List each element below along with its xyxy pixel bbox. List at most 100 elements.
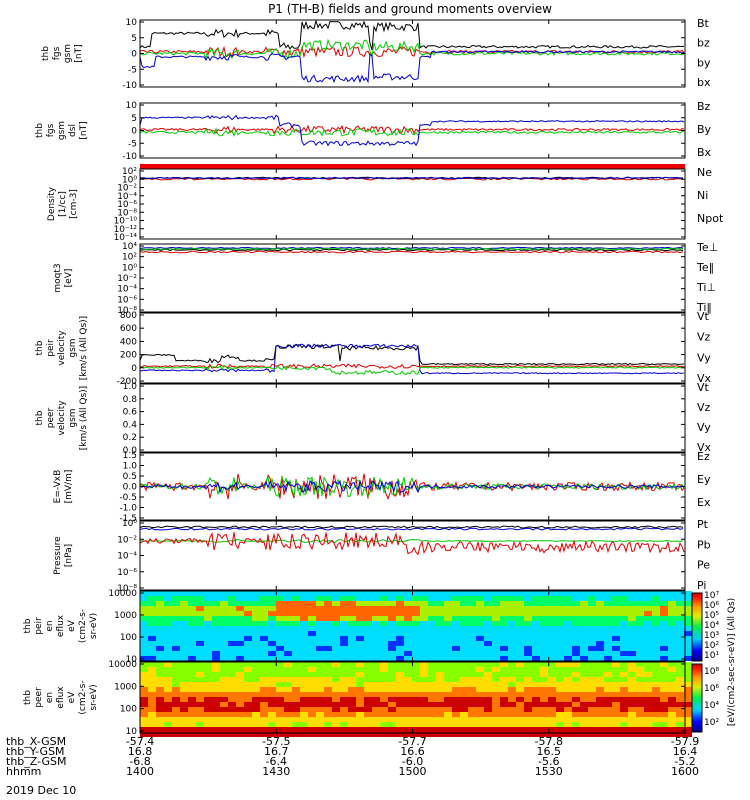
spectrogram-cell bbox=[140, 707, 148, 712]
spectrogram-cell bbox=[332, 682, 340, 687]
spectrogram-cell bbox=[596, 601, 604, 606]
spectrogram-cell bbox=[404, 672, 412, 677]
spectrogram-cell bbox=[668, 591, 676, 596]
spectrogram-cell bbox=[444, 591, 452, 596]
spectrogram-cell bbox=[572, 677, 580, 682]
spectrogram-cell bbox=[252, 616, 260, 621]
spectrogram-cell bbox=[604, 601, 612, 606]
spectrogram-cell bbox=[268, 616, 276, 621]
spectrogram-cell bbox=[484, 596, 492, 601]
spectrogram-cell bbox=[316, 712, 324, 717]
spectrogram-cell bbox=[612, 727, 620, 732]
spectrogram-cell bbox=[308, 606, 316, 611]
spectrogram-cell bbox=[364, 626, 372, 631]
spectrogram-cell bbox=[148, 591, 156, 596]
spectrogram-cell bbox=[468, 692, 476, 697]
spectrogram-cell bbox=[564, 656, 572, 661]
spectrogram-cell bbox=[260, 621, 268, 626]
spectrogram-cell bbox=[236, 611, 244, 616]
spectrogram-cell bbox=[476, 697, 484, 702]
spectrogram-cell bbox=[636, 601, 644, 606]
spectrogram-cell bbox=[628, 636, 636, 641]
spectrogram-cell bbox=[516, 601, 524, 606]
spectrogram-cell bbox=[284, 702, 292, 707]
spectrogram-cell bbox=[572, 667, 580, 672]
ytick-label: 10⁻¹⁰ bbox=[114, 217, 138, 227]
spectrogram-cell bbox=[684, 702, 692, 707]
spectrogram-cell bbox=[268, 641, 276, 646]
spectrogram-cell bbox=[452, 601, 460, 606]
spectrogram-cell bbox=[228, 712, 236, 717]
spectrogram-cell bbox=[172, 732, 180, 737]
spectrogram-cell bbox=[524, 727, 532, 732]
spectrogram-cell bbox=[212, 596, 220, 601]
spectrogram-cell bbox=[220, 687, 228, 692]
spectrogram-cell bbox=[148, 636, 156, 641]
spectrogram-cell bbox=[524, 636, 532, 641]
spectrogram-cell bbox=[388, 591, 396, 596]
spectrogram-cell bbox=[172, 616, 180, 621]
spectrogram-cell bbox=[476, 707, 484, 712]
spectrogram-cell bbox=[532, 687, 540, 692]
spectrogram-cell bbox=[588, 591, 596, 596]
series-vx bbox=[139, 343, 685, 375]
spectrogram-cell bbox=[300, 636, 308, 641]
spectrogram-cell bbox=[412, 651, 420, 656]
spectrogram-cell bbox=[380, 672, 388, 677]
spectrogram-cell bbox=[660, 662, 668, 667]
spectrogram-cell bbox=[332, 687, 340, 692]
spectrogram-cell bbox=[188, 611, 196, 616]
series-bz bbox=[139, 124, 685, 135]
spectrogram-cell bbox=[388, 712, 396, 717]
spectrogram-cell bbox=[476, 631, 484, 636]
spectrogram-cell bbox=[548, 667, 556, 672]
spectrogram-cell bbox=[516, 656, 524, 661]
spectrogram-cell bbox=[556, 606, 564, 611]
spectrogram-cell bbox=[268, 727, 276, 732]
spectrogram-cell bbox=[172, 722, 180, 727]
spectrogram-cell bbox=[380, 707, 388, 712]
spectrogram-cell bbox=[660, 707, 668, 712]
spectrogram-cell bbox=[172, 626, 180, 631]
spectrogram-cell bbox=[524, 702, 532, 707]
ytick-label: 0.4 bbox=[123, 420, 138, 430]
spectrogram-cell bbox=[676, 677, 684, 682]
spectrogram-cell bbox=[212, 606, 220, 611]
spectrogram-cell bbox=[612, 702, 620, 707]
ylabel: [mV/m] bbox=[64, 470, 74, 504]
spectrogram-cell bbox=[172, 641, 180, 646]
spectrogram-cell bbox=[596, 626, 604, 631]
spectrogram-cell bbox=[228, 591, 236, 596]
spectrogram-cell bbox=[620, 591, 628, 596]
spectrogram-cell bbox=[644, 702, 652, 707]
spectrogram-cell bbox=[228, 677, 236, 682]
spectrogram-cell bbox=[252, 646, 260, 651]
spectrogram-cell bbox=[492, 682, 500, 687]
spectrogram-cell bbox=[236, 667, 244, 672]
spectrogram-cell bbox=[268, 601, 276, 606]
spectrogram-cell bbox=[508, 722, 516, 727]
spectrogram-cell bbox=[164, 682, 172, 687]
spectrogram-cell bbox=[532, 606, 540, 611]
spectrogram-cell bbox=[500, 667, 508, 672]
spectrogram-cell bbox=[388, 621, 396, 626]
ylabel: (cm2-s- bbox=[78, 680, 88, 714]
spectrogram-cell bbox=[564, 697, 572, 702]
legend-Vy: Vy bbox=[697, 351, 711, 364]
spectrogram-cell bbox=[468, 717, 476, 722]
spectrogram-cell bbox=[668, 656, 676, 661]
ylabel: velocity bbox=[57, 330, 67, 366]
spectrogram-cell bbox=[588, 641, 596, 646]
ytick-label: 0.8 bbox=[123, 395, 138, 405]
spectrogram-cell bbox=[332, 667, 340, 672]
spectrogram-cell bbox=[220, 727, 228, 732]
ylabel: [nT] bbox=[79, 121, 89, 139]
spectrogram-cell bbox=[284, 636, 292, 641]
spectrogram-cell bbox=[204, 732, 212, 737]
spectrogram-cell bbox=[212, 692, 220, 697]
spectrogram-cell bbox=[564, 631, 572, 636]
spectrogram-cell bbox=[364, 662, 372, 667]
spectrogram-cell bbox=[524, 596, 532, 601]
spectrogram-cell bbox=[412, 636, 420, 641]
